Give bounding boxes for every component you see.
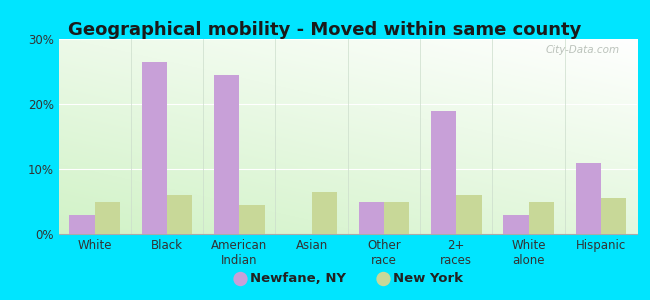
Bar (167, 195, 192, 234)
Bar (601, 198, 626, 234)
Bar (431, 110, 456, 234)
Bar (95, 202, 120, 234)
Ellipse shape (376, 272, 391, 286)
Bar (239, 205, 265, 234)
Bar (503, 214, 528, 234)
Bar (142, 62, 167, 234)
Text: Geographical mobility - Moved within same county: Geographical mobility - Moved within sam… (68, 21, 582, 39)
Bar (214, 75, 239, 234)
Ellipse shape (233, 272, 248, 286)
Bar (359, 202, 384, 234)
Bar (70, 214, 95, 234)
Bar (456, 195, 482, 234)
Text: Newfane, NY: Newfane, NY (250, 272, 346, 286)
Text: New York: New York (393, 272, 463, 286)
Bar (575, 163, 601, 234)
Bar (384, 202, 410, 234)
Text: City-Data.com: City-Data.com (545, 45, 619, 55)
Bar (528, 202, 554, 234)
Bar (311, 192, 337, 234)
